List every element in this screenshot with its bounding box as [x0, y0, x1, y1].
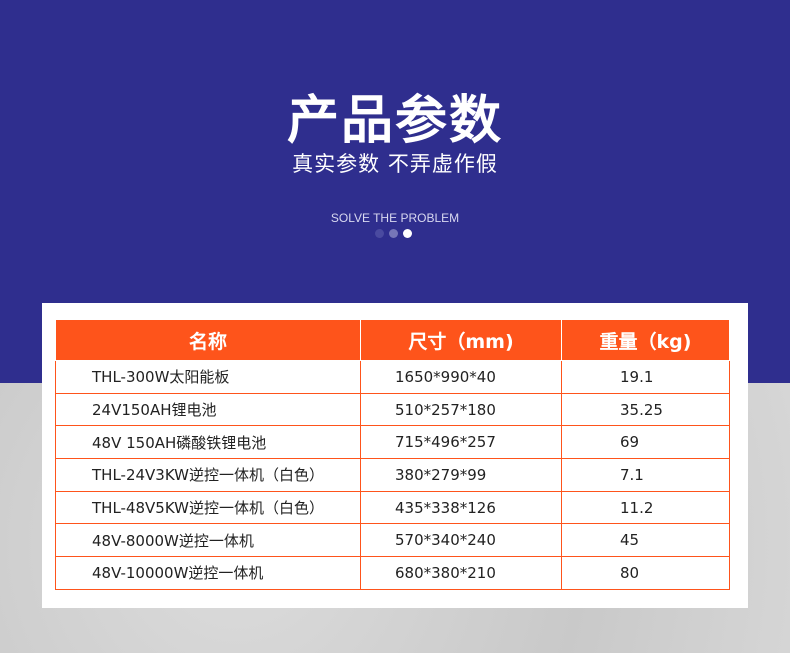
cell-weight: 45 — [561, 523, 730, 558]
table-row: THL-24V3KW逆控一体机（白色） 380*279*99 7.1 — [55, 458, 730, 492]
table-header: 名称 尺寸（mm) 重量（kg) — [55, 319, 730, 361]
dot-active — [403, 229, 412, 238]
cell-weight: 35.25 — [561, 392, 730, 427]
tagline: SOLVE THE PROBLEM — [330, 211, 460, 225]
table-row: THL-300W太阳能板 1650*990*40 19.1 — [55, 360, 730, 394]
cell-size: 1650*990*40 — [360, 360, 562, 394]
table-row: 48V-8000W逆控一体机 570*340*240 45 — [55, 523, 730, 558]
cell-size: 510*257*180 — [360, 392, 562, 427]
cell-size: 435*338*126 — [360, 490, 562, 525]
page-subtitle: 真实参数 不弄虚作假 — [292, 152, 498, 176]
cell-size: 680*380*210 — [360, 556, 562, 590]
table-row: THL-48V5KW逆控一体机（白色） 435*338*126 11.2 — [55, 490, 730, 525]
cell-name: THL-300W太阳能板 — [55, 360, 361, 394]
dot — [375, 229, 384, 238]
cell-name: THL-48V5KW逆控一体机（白色） — [55, 490, 361, 525]
cell-name: 24V150AH锂电池 — [55, 392, 361, 427]
table-row: 48V-10000W逆控一体机 680*380*210 80 — [55, 556, 730, 590]
cell-name: THL-24V3KW逆控一体机（白色） — [55, 458, 361, 492]
column-name: 名称 — [55, 319, 361, 361]
dot — [389, 229, 398, 238]
cell-name: 48V 150AH磷酸铁锂电池 — [55, 425, 361, 460]
spec-table: 名称 尺寸（mm) 重量（kg) THL-300W太阳能板 1650*990*40… — [55, 319, 730, 590]
cell-size: 570*340*240 — [360, 523, 562, 558]
cell-weight: 11.2 — [561, 490, 730, 525]
cell-weight: 80 — [561, 556, 730, 590]
cell-weight: 19.1 — [561, 360, 730, 394]
column-size: 尺寸（mm) — [360, 319, 562, 361]
cell-weight: 69 — [561, 425, 730, 460]
table-row: 24V150AH锂电池 510*257*180 35.25 — [55, 392, 730, 427]
cell-size: 380*279*99 — [360, 458, 562, 492]
table-row: 48V 150AH磷酸铁锂电池 715*496*257 69 — [55, 425, 730, 460]
page-title: 产品参数 — [286, 91, 503, 151]
column-weight: 重量（kg) — [561, 319, 730, 361]
pagination-dots — [375, 229, 412, 238]
cell-size: 715*496*257 — [360, 425, 562, 460]
cell-name: 48V-10000W逆控一体机 — [55, 556, 361, 590]
cell-weight: 7.1 — [561, 458, 730, 492]
cell-name: 48V-8000W逆控一体机 — [55, 523, 361, 558]
